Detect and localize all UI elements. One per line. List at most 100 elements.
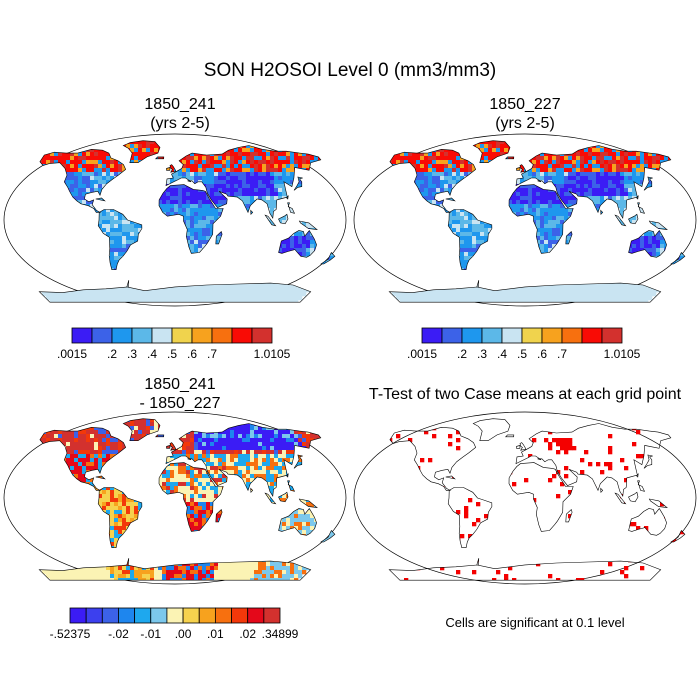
coastline (637, 202, 646, 214)
colorbar-box (231, 327, 253, 344)
colorbar-box (134, 607, 152, 624)
colorbar-label: .6 (537, 347, 547, 361)
panel-title-case2-line2: (yrs 2-5) (495, 115, 555, 132)
colorbar-box (191, 327, 213, 344)
colorbar-box (601, 327, 623, 344)
coastline (670, 529, 686, 543)
colorbar-label: .00 (175, 627, 192, 641)
colorbar-box (441, 327, 463, 344)
colorbar-label: .3 (477, 347, 487, 361)
coastline (519, 442, 527, 451)
colorbar-box (69, 607, 87, 624)
colorbar-box (118, 607, 136, 624)
coastline (628, 229, 667, 258)
colorbar-label: .6 (187, 347, 197, 361)
colorbar-box (211, 327, 233, 344)
coastline (250, 487, 254, 494)
panel-title-case1: 1850_241 (yrs 2-5) (80, 95, 280, 133)
coastline (165, 423, 322, 497)
colorbar-label: -.01 (140, 627, 161, 641)
colorbar-box (231, 607, 249, 624)
coastline (519, 164, 527, 173)
coastline (600, 209, 604, 216)
colorbar-box (521, 327, 543, 344)
coastline (278, 507, 317, 536)
panel-title-diff-line1: 1850_241 (144, 376, 216, 393)
coastline (166, 166, 171, 171)
coastline (515, 145, 672, 219)
colorbar-box (461, 327, 483, 344)
colorbar-box (214, 607, 232, 624)
colorbar-label: .5 (517, 347, 527, 361)
colorbar-box (501, 327, 523, 344)
colorbar-label: 1.0105 (254, 347, 291, 361)
coastline (166, 444, 171, 449)
coastline (39, 426, 127, 491)
colorbar-box (561, 327, 583, 344)
coastline (122, 140, 161, 163)
colorbar-box (151, 327, 173, 344)
panel-title-case2: 1850_227 (yrs 2-5) (425, 95, 625, 133)
coastline (637, 480, 646, 492)
coastline (97, 209, 143, 270)
colorbar-box (111, 327, 133, 344)
colorbar-box (247, 607, 265, 624)
coastline (472, 418, 511, 441)
panel-title-case1-line2: (yrs 2-5) (150, 115, 210, 132)
coastline (565, 508, 573, 523)
colorbar-box (263, 607, 281, 624)
colorbar-box (421, 327, 443, 344)
coastline (250, 209, 254, 216)
map-case1 (3, 133, 347, 307)
coastline (508, 462, 574, 532)
coastline (447, 487, 493, 548)
colorbar-label: -.02 (108, 627, 129, 641)
coastline (169, 442, 177, 451)
coastline (389, 148, 477, 213)
coastline (628, 213, 639, 225)
colorbar-label: .02 (239, 627, 256, 641)
colorbar-label: .01 (207, 627, 224, 641)
map-frame (353, 411, 697, 585)
coastline (636, 195, 639, 200)
coastline (388, 558, 662, 581)
coastline (286, 473, 289, 478)
significance-note: Cells are significant at 0.1 level (445, 615, 625, 630)
colorbar-label: .34899 (262, 627, 299, 641)
coastline (155, 156, 165, 160)
coastline (155, 434, 165, 438)
colorbar-box (166, 607, 184, 624)
coastline (264, 492, 277, 505)
colorbar-case1: .0015 .2 .3 .4 .5 .6 .7 1.0105 (57, 327, 291, 361)
coastline (505, 434, 515, 438)
coastline (445, 475, 456, 480)
map-diff (3, 411, 347, 585)
colorbar-label: .7 (207, 347, 217, 361)
colorbar-label: .5 (167, 347, 177, 361)
coastline (264, 214, 277, 227)
coastline (636, 473, 639, 478)
colorbar-label: .2 (107, 347, 117, 361)
coastline (320, 529, 336, 543)
coastline (122, 418, 161, 441)
coastline (38, 280, 312, 303)
panel-title-ttest: T-Test of two Case means at each grid po… (350, 385, 700, 404)
map-case2 (353, 133, 697, 307)
colorbar-label: .4 (497, 347, 507, 361)
coastline (215, 230, 223, 245)
colorbar-label: -.52375 (50, 627, 91, 641)
colorbar-box (198, 607, 216, 624)
coastline (97, 487, 143, 548)
colorbar-box (581, 327, 603, 344)
coastline (95, 475, 106, 480)
colorbar-box (171, 327, 193, 344)
coastline (516, 166, 521, 171)
coastline (445, 197, 456, 202)
coastline (39, 148, 127, 213)
map-ttest (353, 411, 697, 585)
colorbar-box (71, 327, 93, 344)
coastline (643, 176, 653, 191)
coastline (614, 492, 627, 505)
coastline (286, 195, 289, 200)
coastline (293, 176, 303, 191)
